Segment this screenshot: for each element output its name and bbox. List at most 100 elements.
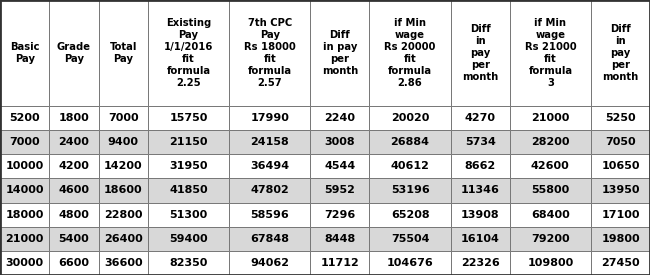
Bar [591, 227, 650, 251]
Bar [311, 251, 369, 275]
Bar [311, 130, 369, 154]
Text: 9400: 9400 [108, 137, 138, 147]
Bar [510, 130, 591, 154]
Bar [229, 251, 311, 275]
Text: 51300: 51300 [170, 210, 207, 220]
Text: 8448: 8448 [324, 234, 356, 244]
Bar [0, 130, 49, 154]
Text: 82350: 82350 [169, 258, 208, 268]
Text: 68400: 68400 [531, 210, 570, 220]
Bar [0, 0, 49, 106]
Text: 17100: 17100 [601, 210, 640, 220]
Bar [99, 178, 148, 202]
Text: 14000: 14000 [5, 185, 44, 196]
Bar [591, 251, 650, 275]
Bar [369, 202, 450, 227]
Text: 26400: 26400 [104, 234, 142, 244]
Bar [369, 251, 450, 275]
Bar [229, 130, 311, 154]
Bar [148, 0, 229, 106]
Text: Diff
in pay
per
month: Diff in pay per month [322, 30, 358, 76]
Text: 21150: 21150 [169, 137, 208, 147]
Bar [49, 130, 99, 154]
Bar [99, 154, 148, 178]
Bar [450, 154, 510, 178]
Text: 7th CPC
Pay
Rs 18000
fit
formula
2.57: 7th CPC Pay Rs 18000 fit formula 2.57 [244, 18, 296, 88]
Text: 5400: 5400 [58, 234, 89, 244]
Bar [148, 130, 229, 154]
Text: 7050: 7050 [605, 137, 636, 147]
Bar [311, 106, 369, 130]
Bar [99, 0, 148, 106]
Bar [450, 202, 510, 227]
Text: Diff
in
pay
per
month: Diff in pay per month [462, 24, 499, 82]
Text: 10650: 10650 [601, 161, 640, 171]
Bar [0, 227, 49, 251]
Text: 24158: 24158 [250, 137, 289, 147]
Bar [148, 178, 229, 202]
Text: 5200: 5200 [9, 113, 40, 123]
Text: 2240: 2240 [324, 113, 356, 123]
Text: 27450: 27450 [601, 258, 640, 268]
Text: 15750: 15750 [169, 113, 208, 123]
Bar [49, 251, 99, 275]
Bar [99, 227, 148, 251]
Text: 8662: 8662 [465, 161, 496, 171]
Text: 42600: 42600 [531, 161, 570, 171]
Text: 79200: 79200 [531, 234, 569, 244]
Bar [369, 227, 450, 251]
Bar [49, 178, 99, 202]
Text: Basic
Pay: Basic Pay [10, 42, 40, 64]
Text: Diff
in
pay
per
month: Diff in pay per month [603, 24, 639, 82]
Text: 22800: 22800 [104, 210, 142, 220]
Text: Total
Pay: Total Pay [109, 42, 137, 64]
Text: 1800: 1800 [58, 113, 89, 123]
Bar [450, 227, 510, 251]
Text: 5952: 5952 [324, 185, 356, 196]
Bar [510, 251, 591, 275]
Bar [510, 227, 591, 251]
Bar [0, 202, 49, 227]
Bar [311, 154, 369, 178]
Bar [0, 106, 49, 130]
Text: 18000: 18000 [5, 210, 44, 220]
Bar [311, 178, 369, 202]
Text: 18600: 18600 [104, 185, 142, 196]
Bar [510, 202, 591, 227]
Text: 20020: 20020 [391, 113, 429, 123]
Text: Grade
Pay: Grade Pay [57, 42, 91, 64]
Text: 10000: 10000 [5, 161, 44, 171]
Text: 22326: 22326 [461, 258, 500, 268]
Text: Existing
Pay
1/1/2016
fit
formula
2.25: Existing Pay 1/1/2016 fit formula 2.25 [164, 18, 213, 88]
Bar [591, 106, 650, 130]
Text: 11712: 11712 [320, 258, 359, 268]
Bar [229, 154, 311, 178]
Text: 16104: 16104 [461, 234, 500, 244]
Text: 11346: 11346 [461, 185, 500, 196]
Bar [369, 154, 450, 178]
Text: 28200: 28200 [531, 137, 569, 147]
Text: 75504: 75504 [391, 234, 429, 244]
Text: 53196: 53196 [391, 185, 430, 196]
Text: 21000: 21000 [5, 234, 44, 244]
Text: 3008: 3008 [324, 137, 356, 147]
Bar [510, 178, 591, 202]
Text: 67848: 67848 [250, 234, 289, 244]
Bar [591, 0, 650, 106]
Bar [99, 106, 148, 130]
Text: 4200: 4200 [58, 161, 89, 171]
Text: 13908: 13908 [461, 210, 500, 220]
Bar [591, 130, 650, 154]
Bar [148, 251, 229, 275]
Text: 40612: 40612 [391, 161, 430, 171]
Text: 7296: 7296 [324, 210, 356, 220]
Bar [591, 178, 650, 202]
Text: 26884: 26884 [391, 137, 430, 147]
Text: 2400: 2400 [58, 137, 89, 147]
Bar [450, 0, 510, 106]
Text: 59400: 59400 [169, 234, 208, 244]
Bar [450, 130, 510, 154]
Bar [0, 251, 49, 275]
Bar [229, 106, 311, 130]
Text: 17990: 17990 [250, 113, 289, 123]
